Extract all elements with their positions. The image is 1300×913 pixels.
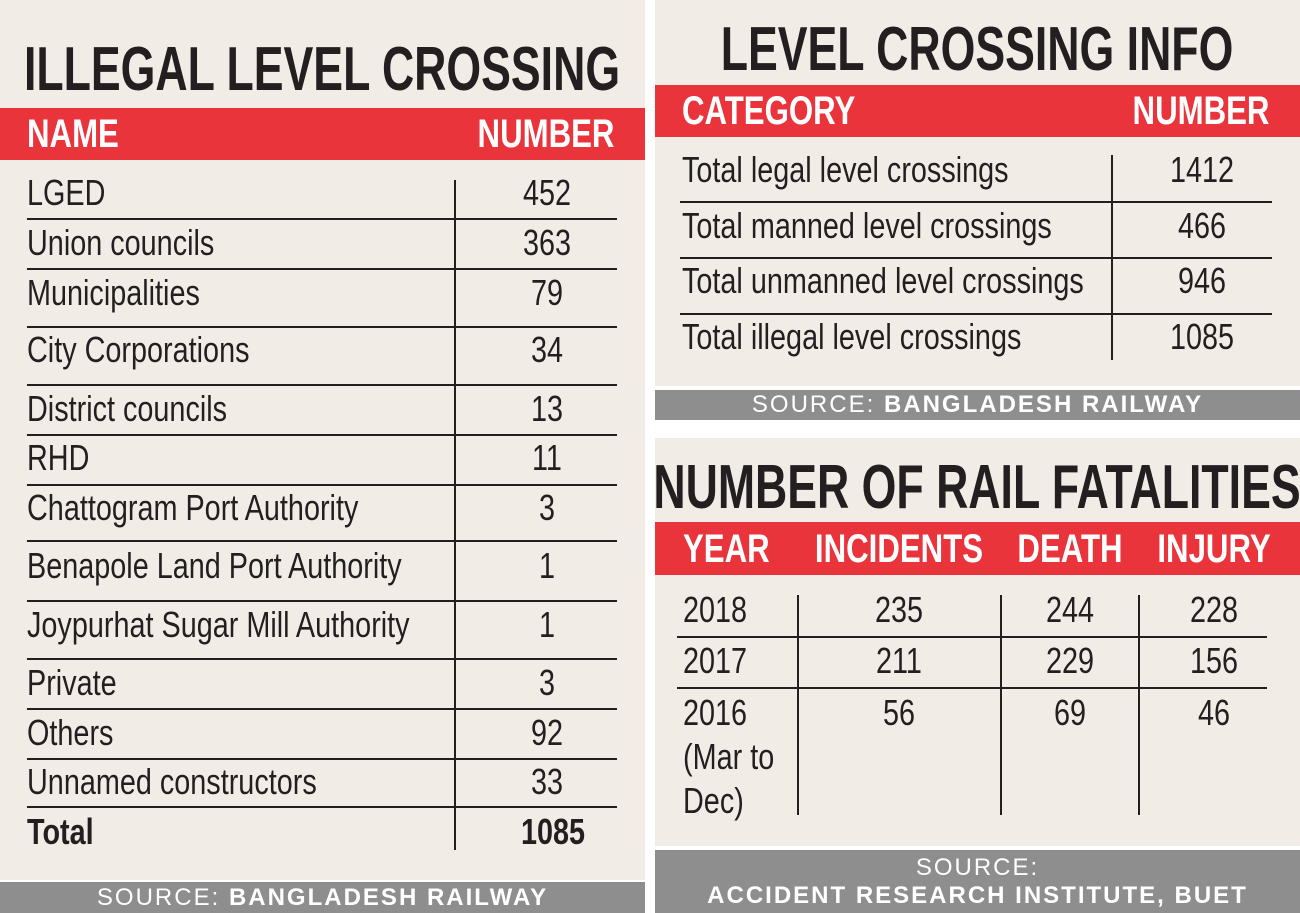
row-label: RHD	[27, 437, 90, 478]
row-value: 56	[882, 692, 916, 733]
row-label: Union councils	[27, 222, 215, 263]
column-divider	[797, 595, 799, 815]
row-divider	[27, 758, 617, 760]
row-divider	[27, 806, 617, 808]
row-value: 79	[530, 272, 564, 313]
column-divider	[454, 180, 456, 850]
column-header: YEAR	[683, 527, 770, 571]
row-divider	[27, 384, 617, 386]
row-label: Total illegal level crossings	[682, 316, 1022, 357]
panel	[655, 0, 1300, 386]
header-bar	[0, 108, 645, 160]
row-label: Chattogram Port Authority	[27, 487, 359, 528]
row-label: Total unmanned level crossings	[682, 260, 1084, 301]
row-label: Benapole Land Port Authority	[27, 545, 402, 586]
row-value: 466	[1177, 205, 1227, 246]
row-label: Unnamed constructors	[27, 761, 317, 802]
source-label: SOURCE:	[751, 391, 876, 418]
row-value: 228	[1189, 589, 1239, 630]
row-value: 1	[538, 604, 556, 645]
row-divider	[27, 268, 617, 270]
row-value: 156	[1189, 640, 1239, 681]
row-value: 33	[530, 761, 564, 802]
column-divider	[1111, 155, 1113, 360]
source-line: SOURCE: BANGLADESH RAILWAY	[752, 391, 1203, 419]
row-divider	[27, 484, 617, 486]
source-name: BANGLADESH RAILWAY	[883, 391, 1204, 418]
row-value: 235	[874, 589, 924, 630]
column-header: NUMBER	[1132, 89, 1270, 133]
row-value: 69	[1053, 692, 1087, 733]
column-divider	[1000, 595, 1002, 815]
row-label: 2016 (Mar to Dec)	[683, 692, 775, 821]
row-value: 3	[538, 662, 556, 703]
column-divider	[1138, 595, 1140, 815]
row-label: Total legal level crossings	[682, 149, 1009, 190]
row-value: 46	[1197, 692, 1231, 733]
row-label: City Corporations	[27, 329, 250, 370]
row-divider	[680, 201, 1272, 203]
total-label: Total	[27, 811, 94, 852]
column-header: DEATH	[1017, 527, 1123, 571]
table-title: ILLEGAL LEVEL CROSSING	[23, 35, 621, 104]
row-value: 13	[530, 388, 564, 429]
row-value: 1412	[1169, 149, 1235, 190]
panel	[655, 438, 1300, 846]
row-label: District councils	[27, 388, 228, 429]
row-divider	[27, 326, 617, 328]
column-header: CATEGORY	[682, 89, 856, 133]
row-value: 34	[530, 329, 564, 370]
row-label: Joypurhat Sugar Mill Authority	[27, 604, 410, 645]
row-value: 1085	[1169, 316, 1235, 357]
source-name: BANGLADESH RAILWAY	[228, 883, 549, 911]
row-value: 92	[530, 712, 564, 753]
row-value: 211	[876, 640, 922, 681]
column-header: INJURY	[1157, 527, 1271, 571]
row-value: 11	[532, 437, 562, 478]
header-bar	[655, 522, 1300, 575]
row-label: 2017	[683, 640, 748, 681]
row-label: LGED	[27, 172, 106, 213]
source-line: SOURCE: BANGLADESH RAILWAY	[97, 884, 548, 912]
table-title: LEVEL CROSSING INFO	[720, 15, 1234, 84]
column-header: NAME	[27, 112, 119, 156]
column-header: INCIDENTS	[814, 527, 984, 571]
header-bar	[655, 85, 1300, 137]
source: SOURCE: BANGLADESH RAILWAY	[655, 390, 1300, 420]
row-divider	[680, 313, 1272, 315]
row-divider	[677, 636, 1267, 638]
source: SOURCE: BANGLADESH RAILWAY	[0, 882, 645, 913]
row-label: Municipalities	[27, 272, 200, 313]
row-divider	[677, 687, 1267, 689]
row-label: Private	[27, 662, 117, 703]
row-label: Others	[27, 712, 114, 753]
row-divider	[27, 434, 617, 436]
column-header: NUMBER	[477, 112, 615, 156]
row-divider	[27, 708, 617, 710]
source-label: SOURCE:	[915, 853, 1040, 881]
row-divider	[27, 540, 617, 542]
source-name: ACCIDENT RESEARCH INSTITUTE, BUET	[707, 881, 1248, 909]
row-value: 452	[522, 172, 572, 213]
row-divider	[27, 218, 617, 220]
row-label: 2018	[683, 589, 748, 630]
row-value: 3	[538, 487, 556, 528]
row-value: 363	[522, 222, 572, 263]
row-value: 1	[538, 545, 556, 586]
row-value: 946	[1177, 260, 1227, 301]
row-label: Total manned level crossings	[682, 205, 1052, 246]
row-value: 229	[1045, 640, 1095, 681]
row-divider	[680, 257, 1272, 259]
row-divider	[27, 658, 617, 660]
source: SOURCE: ACCIDENT RESEARCH INSTITUTE, BUE…	[655, 850, 1300, 913]
row-value: 244	[1045, 589, 1095, 630]
table-title: NUMBER OF RAIL FATALITIES	[653, 453, 1300, 522]
source-label: SOURCE:	[96, 883, 221, 911]
row-divider	[27, 600, 617, 602]
total-value: 1085	[520, 811, 586, 852]
